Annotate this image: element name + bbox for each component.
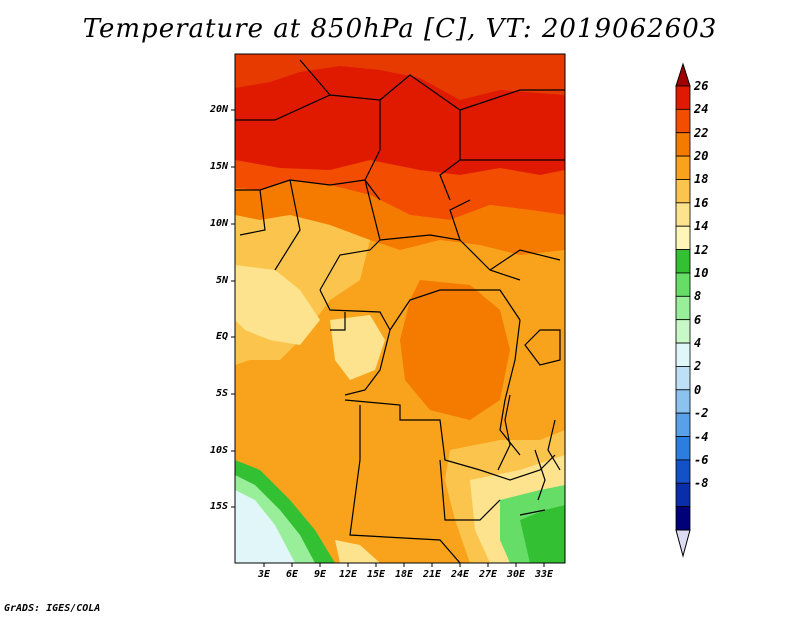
lat-label: EQ [215,331,228,342]
lat-label: 5N [215,275,228,286]
colorbar-label: 2 [694,359,702,374]
map-frame [234,53,566,564]
temperature-field [235,54,565,563]
colorbar-label: 20 [694,149,709,164]
colorbar-swatch [675,202,691,227]
lon-label: 30E [506,569,526,580]
lon-label: 15E [366,569,386,580]
colorbar-swatch [675,295,691,321]
lat-label: 5S [215,388,228,399]
lon-ticks [263,563,545,567]
contour-22-24 [235,160,565,220]
lat-label: 10S [209,445,228,456]
colorbar-label: -6 [694,452,709,467]
colorbar-label: 0 [694,382,702,397]
map-title: Temperature at 850hPa [C], VT: 201906260… [82,14,718,44]
colorbar-swatch [675,179,691,204]
colorbar-swatch [675,108,691,134]
colorbar-label: 24 [694,102,709,117]
lon-label: 6E [285,569,299,580]
contour-20-22-central [400,280,510,420]
contour-12-14-south [520,505,565,563]
contour-20-22 [235,180,565,255]
lat-ticks [231,109,235,508]
colorbar-swatch [675,225,691,250]
colorbar-bottom-arrow [675,529,691,558]
lon-label: 12E [338,569,358,580]
colorbar-label: 10 [694,265,709,280]
colorbar-label: -4 [694,429,709,444]
lon-label: 18E [394,569,414,580]
colorbar-label: 12 [694,242,709,257]
lon-label: 3E [257,569,271,580]
colorbar-label: 16 [694,195,709,210]
lon-label: 33E [534,569,554,580]
colorbar-swatch [675,459,691,484]
credit-text: GrADS: IGES/COLA [4,603,101,614]
lon-label: 27E [478,569,498,580]
contour-6-8-ocean [235,490,295,563]
lon-label: 9E [313,569,327,580]
colorbar-label: 14 [694,219,709,234]
colorbar-swatch [675,85,691,110]
colorbar-swatch [675,132,691,157]
colorbar-swatch [675,506,691,531]
colorbar-label: 4 [694,336,702,351]
lat-label: 15N [209,161,228,172]
colorbar-label: 26 [694,79,709,93]
lakes [497,394,546,516]
lat-label: 10N [209,218,228,229]
colorbar-swatch [675,155,691,180]
contour-band-north [235,54,565,100]
lat-label: 15S [209,501,228,512]
country-borders [235,59,565,563]
contour-14-16-gabon [330,315,385,380]
colorbar-label: -8 [694,476,709,491]
colorbar-swatch [675,389,691,414]
colorbar-swatch [675,412,691,437]
colorbar-label: 18 [694,172,709,187]
colorbar-swatch [675,342,691,367]
colorbar-swatch [675,482,691,508]
colorbar-swatch [675,366,691,391]
colorbar-label: 6 [694,312,702,327]
lon-label: 21E [422,569,442,580]
lat-label: 20N [209,104,228,115]
colorbar-top-arrow [675,62,691,87]
colorbar-label: 8 [694,289,702,304]
colorbar-swatch [675,249,691,274]
colorbar-swatch [675,319,691,344]
contour-coastal-strip [335,540,380,563]
colorbar-swatch [675,436,691,461]
contour-14-16-west [235,265,320,345]
colorbar-label: -2 [694,406,709,421]
colorbar [675,62,691,558]
colorbar-label: 22 [694,125,709,140]
colorbar-swatch [675,272,691,297]
lon-label: 24E [450,569,470,580]
